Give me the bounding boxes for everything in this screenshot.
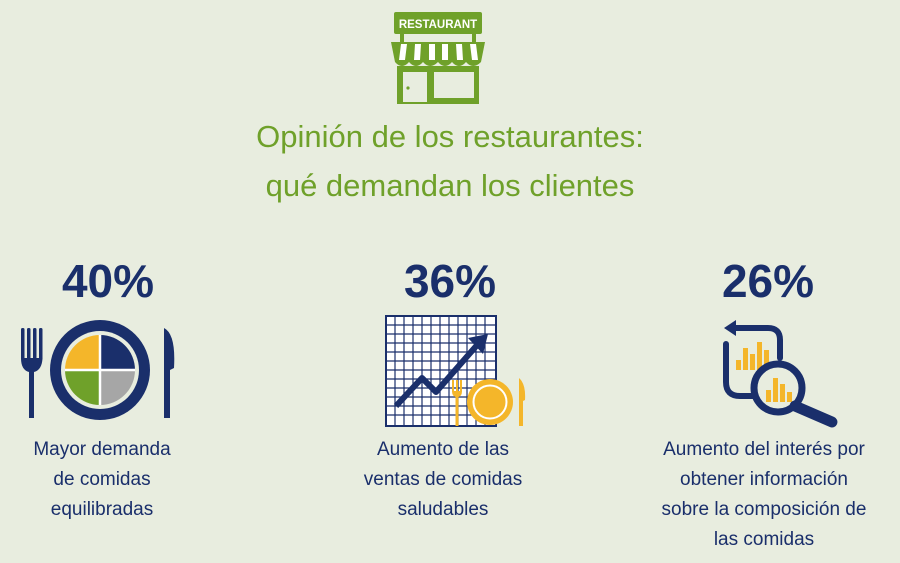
balanced-meal-plate-icon bbox=[21, 320, 175, 420]
stat-2-percentage: 36% bbox=[403, 255, 497, 307]
stat-1-description-line: de comidas bbox=[53, 469, 151, 490]
stat-1-percentage: 40% bbox=[61, 255, 155, 307]
stat-2-description: Aumento de las ventas de comidas saludab… bbox=[338, 435, 548, 525]
stat-3-description-line: obtener información bbox=[680, 469, 848, 490]
stat-1-description-line: equilibradas bbox=[50, 499, 154, 520]
stat-2-description-line: saludables bbox=[397, 499, 489, 520]
restaurant-storefront-icon: RESTAURANT bbox=[391, 12, 485, 104]
restaurant-sign-text: RESTAURANT bbox=[399, 19, 477, 31]
page-title-line-2: qué demandan los clientes bbox=[265, 168, 635, 203]
stat-1-description-line: Mayor demanda bbox=[33, 439, 171, 460]
stat-3-description-line: Aumento del interés por bbox=[663, 439, 865, 460]
stat-3-description-line: sobre la composición de bbox=[661, 499, 867, 520]
stat-3-description: Aumento del interés por obtener informac… bbox=[630, 435, 898, 555]
rising-sales-chart-icon bbox=[385, 315, 526, 427]
stat-1-description: Mayor demanda de comidas equilibradas bbox=[0, 435, 204, 525]
stat-2-description-line: Aumento de las bbox=[376, 439, 510, 460]
stat-3-description-line: las comidas bbox=[713, 529, 815, 550]
stat-2-description-line: ventas de comidas bbox=[363, 469, 523, 490]
stat-3-percentage: 26% bbox=[721, 255, 815, 307]
page-title-line-1: Opinión de los restaurantes: bbox=[256, 119, 644, 154]
information-search-icon bbox=[723, 320, 838, 428]
